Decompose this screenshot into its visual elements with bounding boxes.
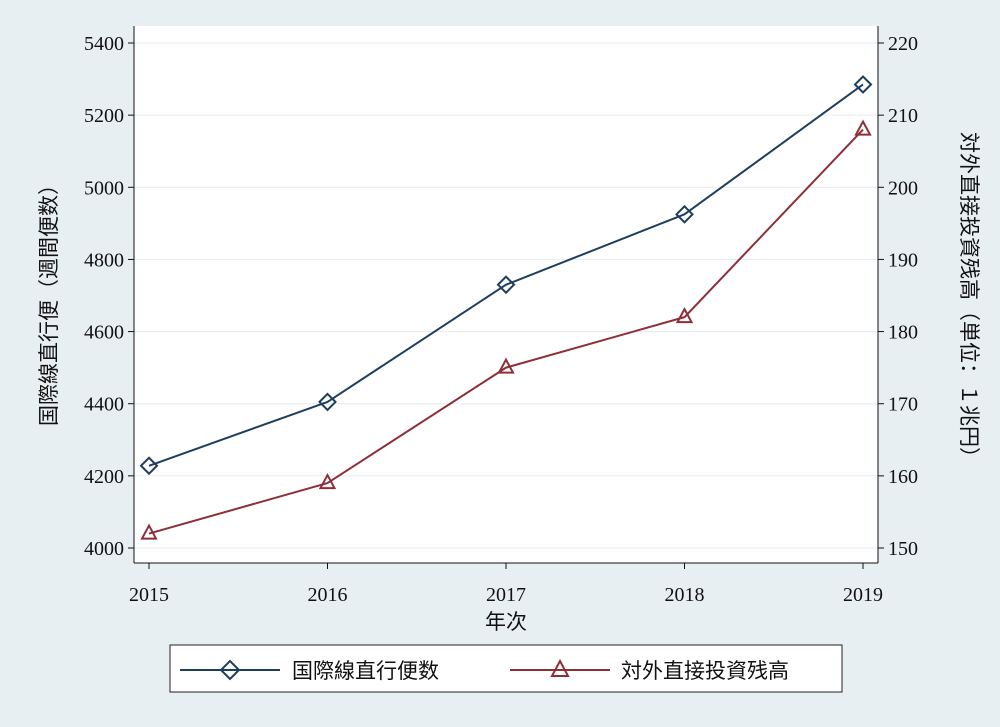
x-tick-label: 2019 bbox=[843, 584, 883, 606]
series-layer bbox=[139, 75, 873, 540]
series-line-1 bbox=[148, 83, 864, 467]
legend-label-investment: 対外直接投資残高 bbox=[621, 659, 789, 683]
series-line-2 bbox=[148, 128, 864, 535]
legend: 国際線直行便数 対外直接投資残高 bbox=[169, 644, 843, 693]
right-y-tick-label: 220 bbox=[888, 33, 918, 55]
legend-triangle-marker bbox=[550, 658, 570, 677]
triangle-marker bbox=[497, 357, 515, 374]
x-tick-label: 2015 bbox=[129, 584, 169, 606]
left-y-tick-label: 4200 bbox=[84, 466, 124, 488]
left-y-axis-title: 国際線直行便（週間便数） bbox=[37, 174, 61, 426]
x-tick-label: 2016 bbox=[308, 584, 348, 606]
right-y-tick-label: 190 bbox=[888, 249, 918, 271]
x-tick-label: 2017 bbox=[486, 584, 526, 606]
diamond-marker bbox=[853, 75, 873, 94]
left-y-tick-label: 5000 bbox=[84, 177, 124, 199]
axes: 4000 4200 4400 4600 4800 5000 5200 5400 150 160 17… bbox=[84, 26, 918, 606]
legend-diamond-marker bbox=[219, 659, 241, 681]
triangle-marker bbox=[140, 523, 158, 540]
left-y-tick-label: 5200 bbox=[84, 105, 124, 127]
diamond-marker bbox=[139, 456, 159, 476]
triangle-marker bbox=[675, 307, 694, 324]
left-y-tick-label: 5400 bbox=[84, 33, 124, 55]
diamond-marker bbox=[675, 204, 694, 224]
left-y-tick-label: 4600 bbox=[84, 322, 124, 344]
left-y-tick-label: 4400 bbox=[84, 394, 124, 416]
legend-label-flights: 国際線直行便数 bbox=[292, 659, 439, 683]
triangle-marker bbox=[318, 472, 337, 490]
x-axis-title: 年次 bbox=[485, 610, 527, 634]
right-y-tick-label: 210 bbox=[888, 105, 918, 127]
right-y-tick-label: 150 bbox=[888, 538, 918, 560]
right-y-tick-label: 170 bbox=[888, 394, 918, 416]
triangle-marker bbox=[854, 119, 872, 136]
right-y-tick-label: 180 bbox=[888, 322, 918, 344]
diamond-marker bbox=[496, 275, 516, 295]
right-y-tick-label: 200 bbox=[888, 177, 918, 199]
right-y-axis-title: 対外直接投資残高（単位：１兆円） bbox=[957, 132, 981, 468]
left-y-tick-label: 4000 bbox=[84, 538, 124, 560]
grid bbox=[134, 42, 878, 549]
legend-box bbox=[169, 644, 843, 693]
right-y-tick-label: 160 bbox=[888, 466, 918, 488]
plot-area bbox=[134, 26, 878, 563]
x-tick-label: 2018 bbox=[665, 584, 705, 606]
left-y-tick-label: 4800 bbox=[84, 249, 124, 271]
diamond-marker bbox=[318, 392, 337, 412]
